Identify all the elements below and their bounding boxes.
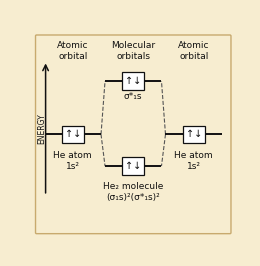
Bar [122,157,144,175]
Text: ENERGY: ENERGY [37,113,46,144]
Text: ↑↓: ↑↓ [186,129,202,139]
Text: He atom
1s²: He atom 1s² [54,151,92,171]
Text: Atomic
orbital: Atomic orbital [57,41,89,61]
Bar [183,126,205,143]
Text: He atom
1s²: He atom 1s² [174,151,213,171]
FancyBboxPatch shape [36,35,231,234]
Text: He₂ molecule
(σ₁s)²(σ*₁s)²: He₂ molecule (σ₁s)²(σ*₁s)² [103,182,164,202]
Bar [122,72,144,90]
Bar [62,126,84,143]
Text: Molecular
orbitals: Molecular orbitals [111,41,155,61]
Text: ↑↓: ↑↓ [125,76,141,86]
Text: ↑↓: ↑↓ [65,129,81,139]
Text: Atomic
orbital: Atomic orbital [178,41,210,61]
Text: σ*₁s: σ*₁s [124,92,142,101]
Text: ↑↓: ↑↓ [125,161,141,171]
